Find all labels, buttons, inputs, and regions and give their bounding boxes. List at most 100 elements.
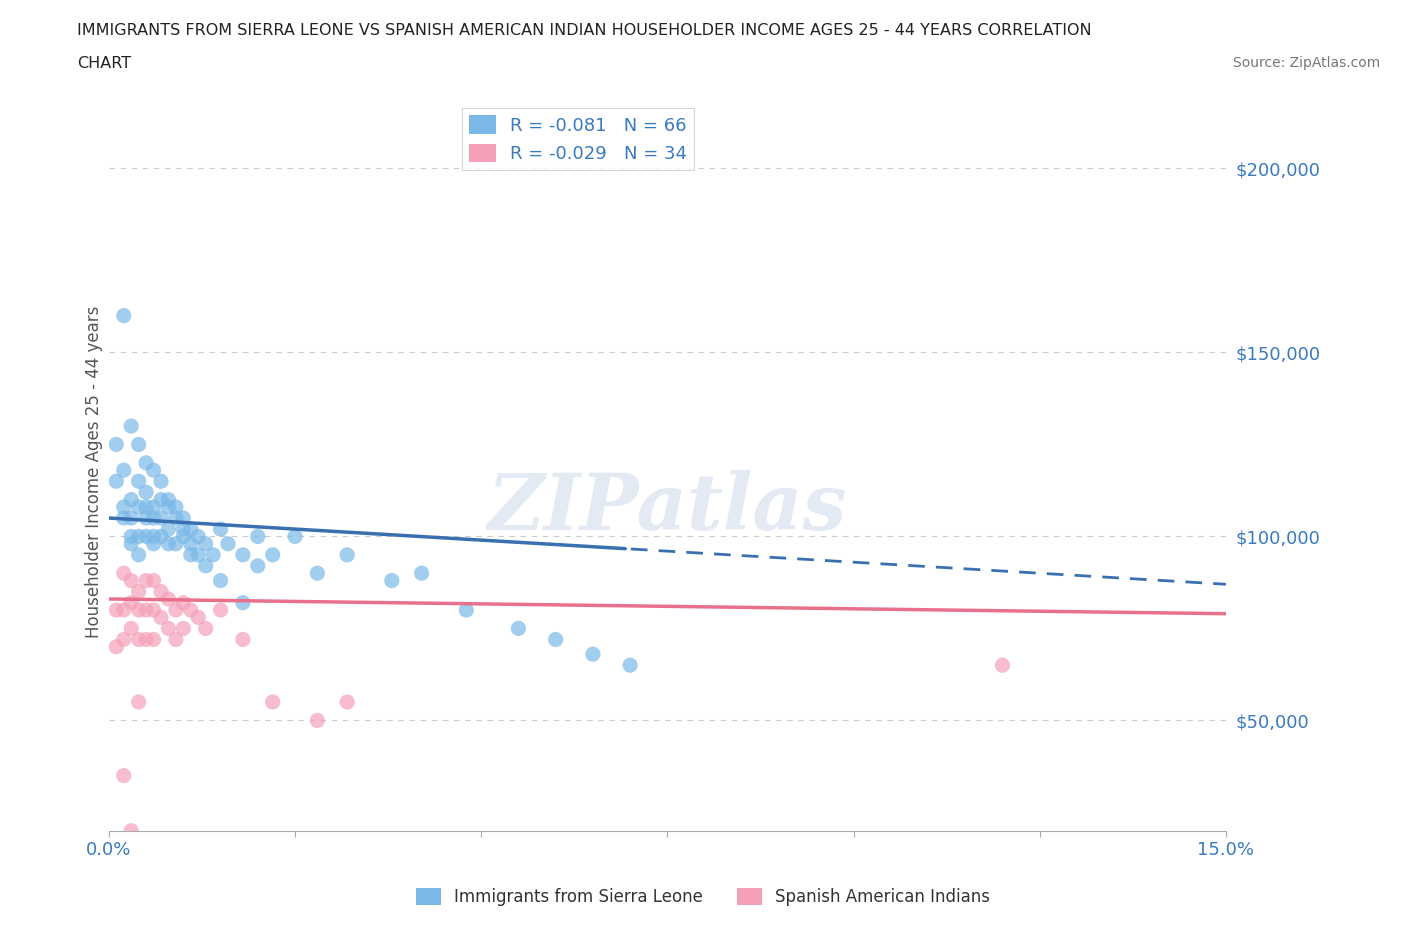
Point <box>112 632 135 647</box>
Point <box>582 646 605 661</box>
Point <box>508 621 530 636</box>
Point <box>165 499 187 514</box>
Legend: R = -0.081   N = 66, R = -0.029   N = 34: R = -0.081 N = 66, R = -0.029 N = 34 <box>461 108 695 170</box>
Point <box>128 529 150 544</box>
Point <box>180 548 202 563</box>
Point <box>172 621 194 636</box>
Point <box>142 573 165 588</box>
Point <box>262 695 284 710</box>
Text: CHART: CHART <box>77 56 131 71</box>
Point <box>142 499 165 514</box>
Point <box>157 537 180 551</box>
Point <box>120 418 142 433</box>
Point <box>120 573 142 588</box>
Point <box>135 511 157 525</box>
Point <box>149 529 172 544</box>
Point <box>157 591 180 606</box>
Point <box>112 499 135 514</box>
Point <box>142 463 165 478</box>
Point <box>165 603 187 618</box>
Point <box>232 632 254 647</box>
Point <box>112 565 135 580</box>
Point <box>619 658 641 672</box>
Point <box>991 658 1014 672</box>
Point <box>456 603 478 618</box>
Point <box>157 492 180 507</box>
Point <box>180 522 202 537</box>
Point <box>209 603 232 618</box>
Point <box>120 621 142 636</box>
Point <box>112 603 135 618</box>
Y-axis label: Householder Income Ages 25 - 44 years: Householder Income Ages 25 - 44 years <box>86 306 103 638</box>
Point <box>411 565 433 580</box>
Point <box>128 548 150 563</box>
Point <box>165 511 187 525</box>
Point <box>128 603 150 618</box>
Point <box>172 522 194 537</box>
Point <box>112 308 135 323</box>
Point <box>209 522 232 537</box>
Point <box>120 492 142 507</box>
Point <box>336 548 359 563</box>
Point <box>202 548 225 563</box>
Point <box>232 595 254 610</box>
Point <box>381 573 404 588</box>
Point <box>157 522 180 537</box>
Point <box>187 548 209 563</box>
Point <box>128 584 150 599</box>
Point <box>246 529 269 544</box>
Point <box>142 511 165 525</box>
Point <box>120 537 142 551</box>
Point <box>194 621 217 636</box>
Point <box>135 499 157 514</box>
Text: IMMIGRANTS FROM SIERRA LEONE VS SPANISH AMERICAN INDIAN HOUSEHOLDER INCOME AGES : IMMIGRANTS FROM SIERRA LEONE VS SPANISH … <box>77 23 1092 38</box>
Point <box>105 473 128 488</box>
Point <box>149 511 172 525</box>
Point <box>105 437 128 452</box>
Point <box>120 511 142 525</box>
Point <box>128 632 150 647</box>
Point <box>307 565 329 580</box>
Point <box>128 473 150 488</box>
Point <box>180 537 202 551</box>
Point <box>262 548 284 563</box>
Point <box>105 603 128 618</box>
Point <box>157 621 180 636</box>
Point <box>120 529 142 544</box>
Point <box>135 456 157 471</box>
Point <box>135 573 157 588</box>
Point <box>187 529 209 544</box>
Point <box>128 437 150 452</box>
Point <box>172 529 194 544</box>
Point <box>217 537 239 551</box>
Point <box>307 713 329 728</box>
Text: Source: ZipAtlas.com: Source: ZipAtlas.com <box>1233 56 1381 70</box>
Point <box>112 768 135 783</box>
Point <box>232 548 254 563</box>
Point <box>544 632 567 647</box>
Point <box>149 492 172 507</box>
Point <box>172 511 194 525</box>
Point <box>165 537 187 551</box>
Point <box>157 499 180 514</box>
Point <box>194 537 217 551</box>
Point <box>128 695 150 710</box>
Point <box>112 463 135 478</box>
Point <box>135 485 157 499</box>
Point <box>105 639 128 654</box>
Point <box>128 499 150 514</box>
Point <box>209 573 232 588</box>
Point <box>149 584 172 599</box>
Point <box>135 529 157 544</box>
Point <box>284 529 307 544</box>
Point <box>120 823 142 838</box>
Legend: Immigrants from Sierra Leone, Spanish American Indians: Immigrants from Sierra Leone, Spanish Am… <box>409 881 997 912</box>
Point <box>135 632 157 647</box>
Point <box>165 632 187 647</box>
Point <box>149 473 172 488</box>
Point <box>142 603 165 618</box>
Point <box>112 511 135 525</box>
Point <box>120 595 142 610</box>
Point <box>135 603 157 618</box>
Point <box>187 610 209 625</box>
